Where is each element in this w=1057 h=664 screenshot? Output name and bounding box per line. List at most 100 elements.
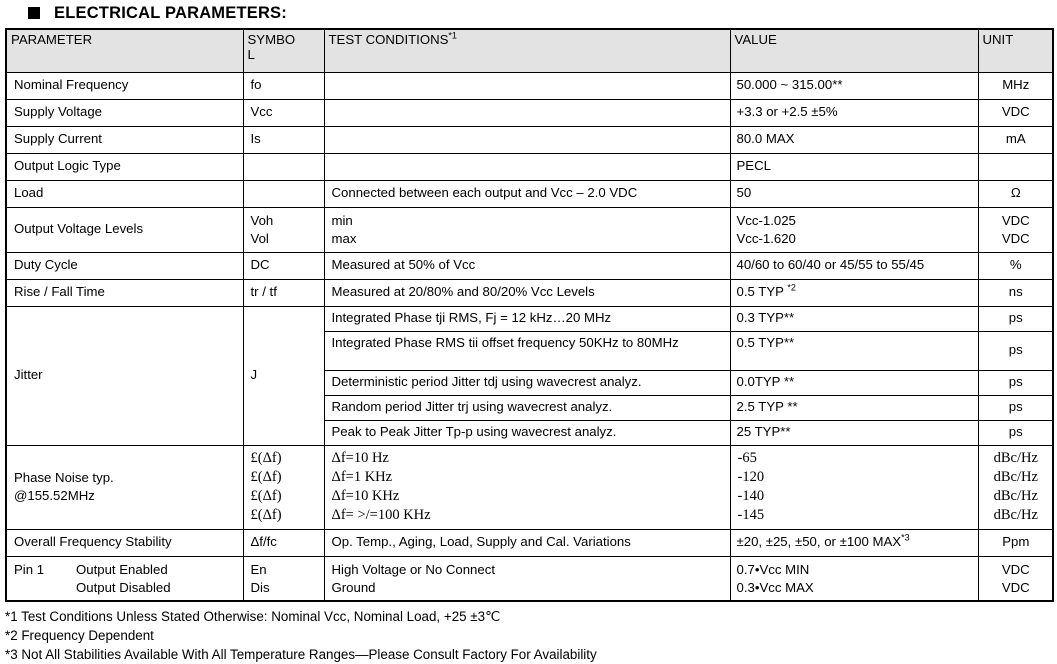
bullet-square-icon xyxy=(28,7,40,19)
cell-value: -65 -120 -140 -145 xyxy=(729,444,979,530)
cell-unit: dBc/Hz dBc/Hz dBc/Hz dBc/Hz xyxy=(977,444,1054,530)
cell-parameter: Pin 1 Output Enabled Output Disabled xyxy=(5,555,244,602)
cell-test-conditions xyxy=(323,126,731,154)
jitter-conditions-list: Integrated Phase tji RMS, Fj = 12 kHz…20… xyxy=(324,306,730,445)
cell-unit xyxy=(977,153,1054,181)
cell-parameter: Duty Cycle xyxy=(5,251,244,280)
cell-test-conditions: Measured at 50% of Vcc xyxy=(323,251,731,280)
table-row-pin1: Pin 1 Output Enabled Output Disabled En D… xyxy=(5,555,1054,602)
column-header-test-conditions: TEST CONDITIONS*1 xyxy=(323,28,731,73)
table-row: Overall Frequency Stability Δf/fc Op. Te… xyxy=(5,528,1054,557)
page-title: ELECTRICAL PARAMETERS: xyxy=(54,3,287,22)
table-row: Nominal Frequency fo 50.000 ~ 315.00** M… xyxy=(5,72,1054,100)
cell-symbol: fo xyxy=(242,72,325,100)
list-item: Integrated Phase tji RMS, Fj = 12 kHz…20… xyxy=(324,306,730,332)
table-row: Duty Cycle DC Measured at 50% of Vcc 40/… xyxy=(5,251,1054,280)
list-item: 0.0TYP ** xyxy=(730,370,978,396)
cell-value: ±20, ±25, ±50, or ±100 MAX*3 xyxy=(729,528,979,557)
cell-parameter: Output Voltage Levels xyxy=(5,207,244,253)
footnote-1: *1 Test Conditions Unless Stated Otherwi… xyxy=(5,609,501,625)
table-row: Supply Voltage Vcc +3.3 or +2.5 ±5% VDC xyxy=(5,99,1054,127)
cell-parameter: Output Logic Type xyxy=(5,153,244,181)
list-item: 0.5 TYP** xyxy=(730,331,978,371)
list-item: ps xyxy=(1008,423,1023,439)
footnote-2: *2 Frequency Dependent xyxy=(5,628,154,644)
cell-value: 50 xyxy=(729,180,979,208)
cell-test-conditions xyxy=(323,72,731,100)
list-item: ps xyxy=(978,395,1052,421)
footnotes: *1 Test Conditions Unless Stated Otherwi… xyxy=(5,607,1057,664)
cell-test-conditions: Measured at 20/80% and 80/20% Vcc Levels xyxy=(323,278,731,307)
cell-parameter: Nominal Frequency xyxy=(5,72,244,100)
cell-unit: Ppm xyxy=(977,528,1054,557)
column-header-parameter: PARAMETER xyxy=(5,28,244,73)
cell-parameter: Rise / Fall Time xyxy=(5,278,244,307)
cell-unit: MHz xyxy=(977,72,1054,100)
table-row: Supply Current Is 80.0 MAX mA xyxy=(5,126,1054,154)
list-item: Integrated Phase RMS tii offset frequenc… xyxy=(324,331,730,371)
cell-test-conditions: Connected between each output and Vcc – … xyxy=(323,180,731,208)
list-item: Random period Jitter trj using wavecrest… xyxy=(324,395,730,421)
list-item: Deterministic period Jitter tdj using wa… xyxy=(324,370,730,396)
footnote-3: *3 Not All Stabilities Available With Al… xyxy=(5,647,597,663)
cell-value: 50.000 ~ 315.00** xyxy=(729,72,979,100)
cell-unit: mA xyxy=(977,126,1054,154)
cell-symbol: Is xyxy=(242,126,325,154)
cell-value-group: 0.3 TYP** 0.5 TYP** 0.0TYP ** 2.5 TYP **… xyxy=(729,305,979,446)
cell-test-conditions: High Voltage or No Connect Ground xyxy=(323,555,731,602)
cell-value: 0.7•Vcc MIN 0.3•Vcc MAX xyxy=(729,555,979,602)
table-row: Output Voltage Levels Voh Vol min max Vcc-… xyxy=(5,207,1054,253)
cell-symbol: DC xyxy=(242,251,325,280)
cell-symbol: Vcc xyxy=(242,99,325,127)
column-header-symbol: SYMBO L xyxy=(242,28,325,73)
cell-symbol: En Dis xyxy=(242,555,325,602)
table-row: Load Connected between each output and V… xyxy=(5,180,1054,208)
cell-test-conditions: min max xyxy=(323,207,731,253)
cell-parameter: Overall Frequency Stability xyxy=(5,528,244,557)
cell-test-conditions xyxy=(323,99,731,127)
list-item: ps xyxy=(978,331,1052,371)
cell-value: Vcc-1.025 Vcc-1.620 xyxy=(729,207,979,253)
cell-symbol: tr / tf xyxy=(242,278,325,307)
cell-parameter: Jitter xyxy=(5,305,244,446)
cell-symbol xyxy=(242,180,325,208)
cell-parameter: Phase Noise typ. @155.52MHz xyxy=(5,444,244,530)
list-item: 2.5 TYP ** xyxy=(730,395,978,421)
electrical-parameters-table: PARAMETER SYMBO L TEST CONDITIONS*1 VALUE… xyxy=(5,28,1054,603)
cell-value: 40/60 to 60/40 or 45/55 to 55/45 xyxy=(729,251,979,280)
list-item: Peak to Peak Jitter Tp-p using wavecrest… xyxy=(331,423,617,439)
cell-parameter: Supply Current xyxy=(5,126,244,154)
table-row: Output Logic Type PECL xyxy=(5,153,1054,181)
cell-symbol: Voh Vol xyxy=(242,207,325,253)
jitter-units-list: ps ps ps ps ps xyxy=(978,306,1052,445)
column-header-value: VALUE xyxy=(729,28,979,73)
cell-symbol: Δf/fc xyxy=(242,528,325,557)
table-header-row: PARAMETER SYMBO L TEST CONDITIONS*1 VALUE… xyxy=(5,28,1054,73)
pin1-label: Pin 1 xyxy=(14,561,45,577)
cell-unit-group: ps ps ps ps ps xyxy=(977,305,1054,446)
cell-symbol xyxy=(242,153,325,181)
cell-parameter: Supply Voltage xyxy=(5,99,244,127)
cell-test-conditions: Δf=10 Hz Δf=1 KHz Δf=10 KHz Δf= >/=100 K… xyxy=(323,444,731,530)
cell-unit: VDC VDC xyxy=(977,555,1054,602)
section-heading: ELECTRICAL PARAMETERS: xyxy=(0,0,1057,26)
cell-unit: VDC xyxy=(977,99,1054,127)
cell-symbol: £(Δf) £(Δf) £(Δf) £(Δf) xyxy=(242,444,325,530)
cell-test-conditions: Op. Temp., Aging, Load, Supply and Cal. … xyxy=(323,528,731,557)
list-item: ps xyxy=(978,306,1052,332)
list-item: 0.3 TYP** xyxy=(730,306,978,332)
cell-test-conditions-group: Integrated Phase tji RMS, Fj = 12 kHz…20… xyxy=(323,305,731,446)
list-item: 25 TYP** xyxy=(736,423,791,439)
cell-symbol: J xyxy=(242,305,325,446)
cell-unit: Ω xyxy=(977,180,1054,208)
cell-value: 0.5 TYP *2 xyxy=(729,278,979,307)
cell-value: +3.3 or +2.5 ±5% xyxy=(729,99,979,127)
list-item: ps xyxy=(978,370,1052,396)
cell-value: PECL xyxy=(729,153,979,181)
cell-parameter: Load xyxy=(5,180,244,208)
jitter-values-list: 0.3 TYP** 0.5 TYP** 0.0TYP ** 2.5 TYP **… xyxy=(730,306,978,445)
table-row-jitter: Jitter J Integrated Phase tji RMS, Fj = … xyxy=(5,305,1054,446)
cell-unit: ns xyxy=(977,278,1054,307)
table-row-phase-noise: Phase Noise typ. @155.52MHz £(Δf) £(Δf) £… xyxy=(5,444,1054,530)
cell-unit: VDC VDC xyxy=(977,207,1054,253)
